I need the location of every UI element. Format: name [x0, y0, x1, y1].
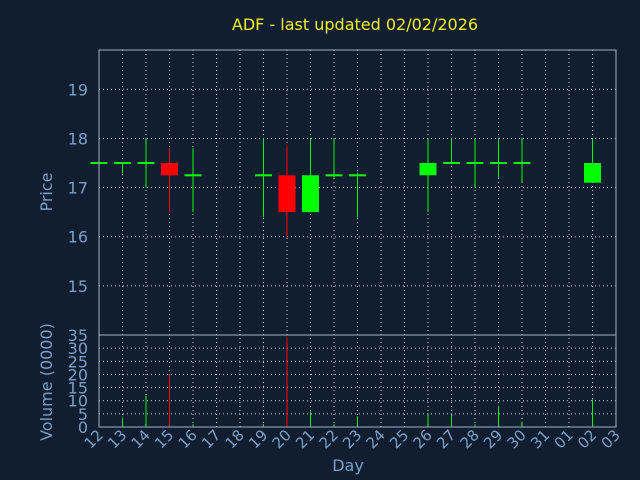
- price-tick-label: 15: [68, 277, 88, 296]
- x-tick-label: 15: [151, 426, 177, 452]
- candle-body: [584, 163, 601, 183]
- axis-layer: 1213141516171819202122232425262728293031…: [68, 80, 624, 452]
- candle-body: [490, 162, 507, 165]
- candle-body: [255, 174, 272, 177]
- x-tick-label: 22: [316, 426, 342, 452]
- candle-body: [114, 162, 131, 165]
- x-tick-label: 03: [598, 426, 624, 452]
- candle-body: [161, 163, 178, 176]
- price-tick-label: 17: [68, 179, 88, 198]
- candle-body: [349, 174, 366, 177]
- x-tick-label: 02: [574, 426, 600, 452]
- volume-tick-label: 10: [68, 392, 88, 411]
- x-tick-label: 25: [386, 426, 412, 452]
- x-tick-label: 23: [339, 426, 365, 452]
- volume-tick-label: 35: [68, 326, 88, 345]
- volume-tick-label: 0: [78, 418, 88, 437]
- chart-title: ADF - last updated 02/02/2026: [232, 15, 478, 34]
- x-tick-label: 28: [457, 426, 483, 452]
- volume-tick-label: 20: [68, 365, 88, 384]
- candle-body: [513, 162, 531, 165]
- grid-layer: [99, 50, 616, 427]
- marks-layer: [90, 138, 601, 427]
- price-axis-label: Price: [37, 172, 56, 211]
- x-tick-label: 19: [245, 426, 271, 452]
- x-tick-label: 31: [527, 426, 553, 452]
- x-tick-label: 20: [269, 426, 295, 452]
- price-tick-label: 18: [68, 129, 88, 148]
- x-tick-label: 17: [198, 426, 224, 452]
- x-tick-label: 30: [504, 426, 530, 452]
- x-tick-label: 29: [480, 426, 506, 452]
- volume-tick-label: 5: [78, 405, 88, 424]
- x-tick-label: 01: [551, 426, 577, 452]
- x-tick-label: 21: [292, 426, 318, 452]
- volume-panel-frame: [98, 334, 617, 428]
- price-tick-label: 16: [68, 228, 88, 247]
- x-tick-label: 24: [363, 426, 389, 452]
- volume-axis-label: Volume (0000): [37, 323, 56, 441]
- x-tick-label: 14: [128, 426, 154, 452]
- candle-body: [443, 162, 460, 165]
- x-tick-label: 26: [410, 426, 436, 452]
- x-axis-label: Day: [332, 456, 364, 475]
- candle-body: [419, 163, 437, 176]
- candle-body: [302, 175, 319, 213]
- x-tick-label: 16: [175, 426, 201, 452]
- x-tick-label: 13: [104, 426, 130, 452]
- volume-tick-label: 30: [68, 339, 88, 358]
- candle-body: [466, 162, 484, 165]
- candle-body: [278, 175, 296, 213]
- candle-body: [137, 162, 155, 165]
- candle-body: [184, 174, 202, 177]
- volume-tick-label: 15: [68, 379, 88, 398]
- x-tick-label: 18: [222, 426, 248, 452]
- x-tick-label: 27: [433, 426, 459, 452]
- volume-tick-label: 25: [68, 352, 88, 371]
- price-tick-label: 19: [68, 80, 88, 99]
- candle-body: [325, 174, 343, 177]
